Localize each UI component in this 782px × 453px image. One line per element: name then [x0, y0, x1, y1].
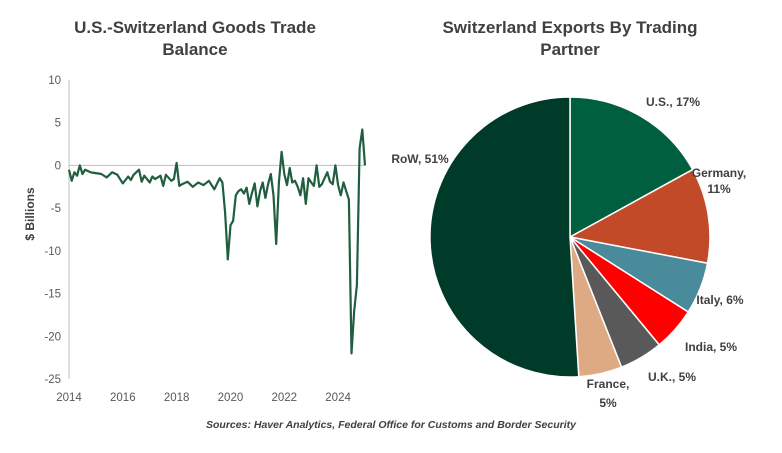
pie-slice-label: France,: [587, 377, 630, 391]
y-tick-label: 0: [55, 160, 61, 172]
line-chart-title: U.S.-Switzerland Goods Trade Balance: [74, 18, 316, 59]
y-tick-label: -15: [44, 289, 61, 301]
y-tick-label: 10: [48, 75, 61, 87]
x-tick-label: 2024: [325, 392, 351, 404]
pie-slice: [569, 96, 694, 239]
pie-slice-label: Italy, 6%: [696, 293, 743, 307]
y-tick-label: -25: [44, 374, 61, 386]
pie-slice-label: RoW, 51%: [391, 152, 449, 166]
y-axis-label: $ Billions: [23, 187, 37, 241]
y-tick-label: -5: [51, 203, 61, 215]
y-tick-label: 5: [55, 118, 61, 130]
pie-slice: [429, 96, 580, 378]
x-tick-label: 2018: [164, 392, 190, 404]
y-tick-label: -10: [44, 246, 61, 258]
pie-slice-label: U.S., 17%: [646, 95, 700, 109]
x-tick-label: 2020: [218, 392, 244, 404]
source-note: Sources: Haver Analytics, Federal Office…: [206, 419, 576, 431]
x-tick-label: 2022: [271, 392, 297, 404]
trade-balance-line: [67, 128, 367, 355]
pie-slice-label: 5%: [599, 396, 617, 410]
x-tick-label: 2016: [110, 392, 136, 404]
pie-slice: [567, 168, 711, 265]
pie-chart-title: Switzerland Exports By Trading Partner: [442, 18, 698, 59]
y-tick-label: -20: [44, 331, 61, 343]
pie-slice-label: Germany,: [692, 166, 746, 180]
x-tick-label: 2014: [56, 392, 82, 404]
pie-slice-label: U.K., 5%: [648, 370, 696, 384]
pie-slice-label: 11%: [707, 182, 731, 196]
pie-slice-label: India, 5%: [685, 340, 737, 354]
